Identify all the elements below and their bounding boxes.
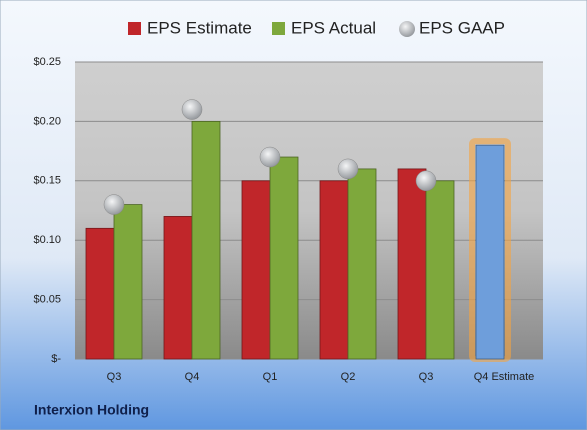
y-tick-label: $0.20	[33, 115, 61, 127]
bar	[191, 121, 221, 360]
x-tick-label: Q4 Estimate	[474, 371, 535, 383]
bar	[85, 227, 115, 360]
chart-title: Interxion Holding	[34, 402, 149, 418]
bar	[425, 180, 455, 360]
bar	[397, 168, 427, 360]
y-tick-label: $-	[51, 353, 61, 365]
bar	[269, 156, 299, 360]
legend-label: EPS GAAP	[419, 18, 505, 37]
gaap-marker	[181, 99, 203, 120]
plot-area	[75, 62, 543, 359]
y-tick-label: $0.15	[33, 175, 61, 187]
bar	[475, 144, 505, 360]
y-tick-label: $0.10	[33, 234, 61, 246]
x-tick-label: Q2	[341, 371, 356, 383]
y-tick-label: $0.05	[33, 294, 61, 306]
bar	[241, 180, 271, 360]
legend-marker	[128, 22, 141, 35]
gaap-marker	[415, 170, 437, 192]
bar	[163, 216, 193, 360]
gaap-marker	[337, 158, 359, 180]
legend-label: EPS Actual	[291, 18, 376, 37]
bar	[113, 204, 143, 360]
gaap-marker	[103, 194, 125, 215]
x-tick-label: Q3	[107, 371, 122, 383]
y-tick-label: $0.25	[33, 56, 61, 68]
x-tick-label: Q4	[185, 371, 200, 383]
gaap-marker	[259, 146, 281, 168]
x-tick-label: Q1	[263, 371, 278, 383]
bar	[347, 168, 377, 360]
x-tick-label: Q3	[419, 371, 434, 383]
legend-marker	[272, 22, 285, 35]
legend-label: EPS Estimate	[147, 18, 252, 37]
legend-marker	[399, 21, 415, 37]
bar	[319, 180, 349, 360]
